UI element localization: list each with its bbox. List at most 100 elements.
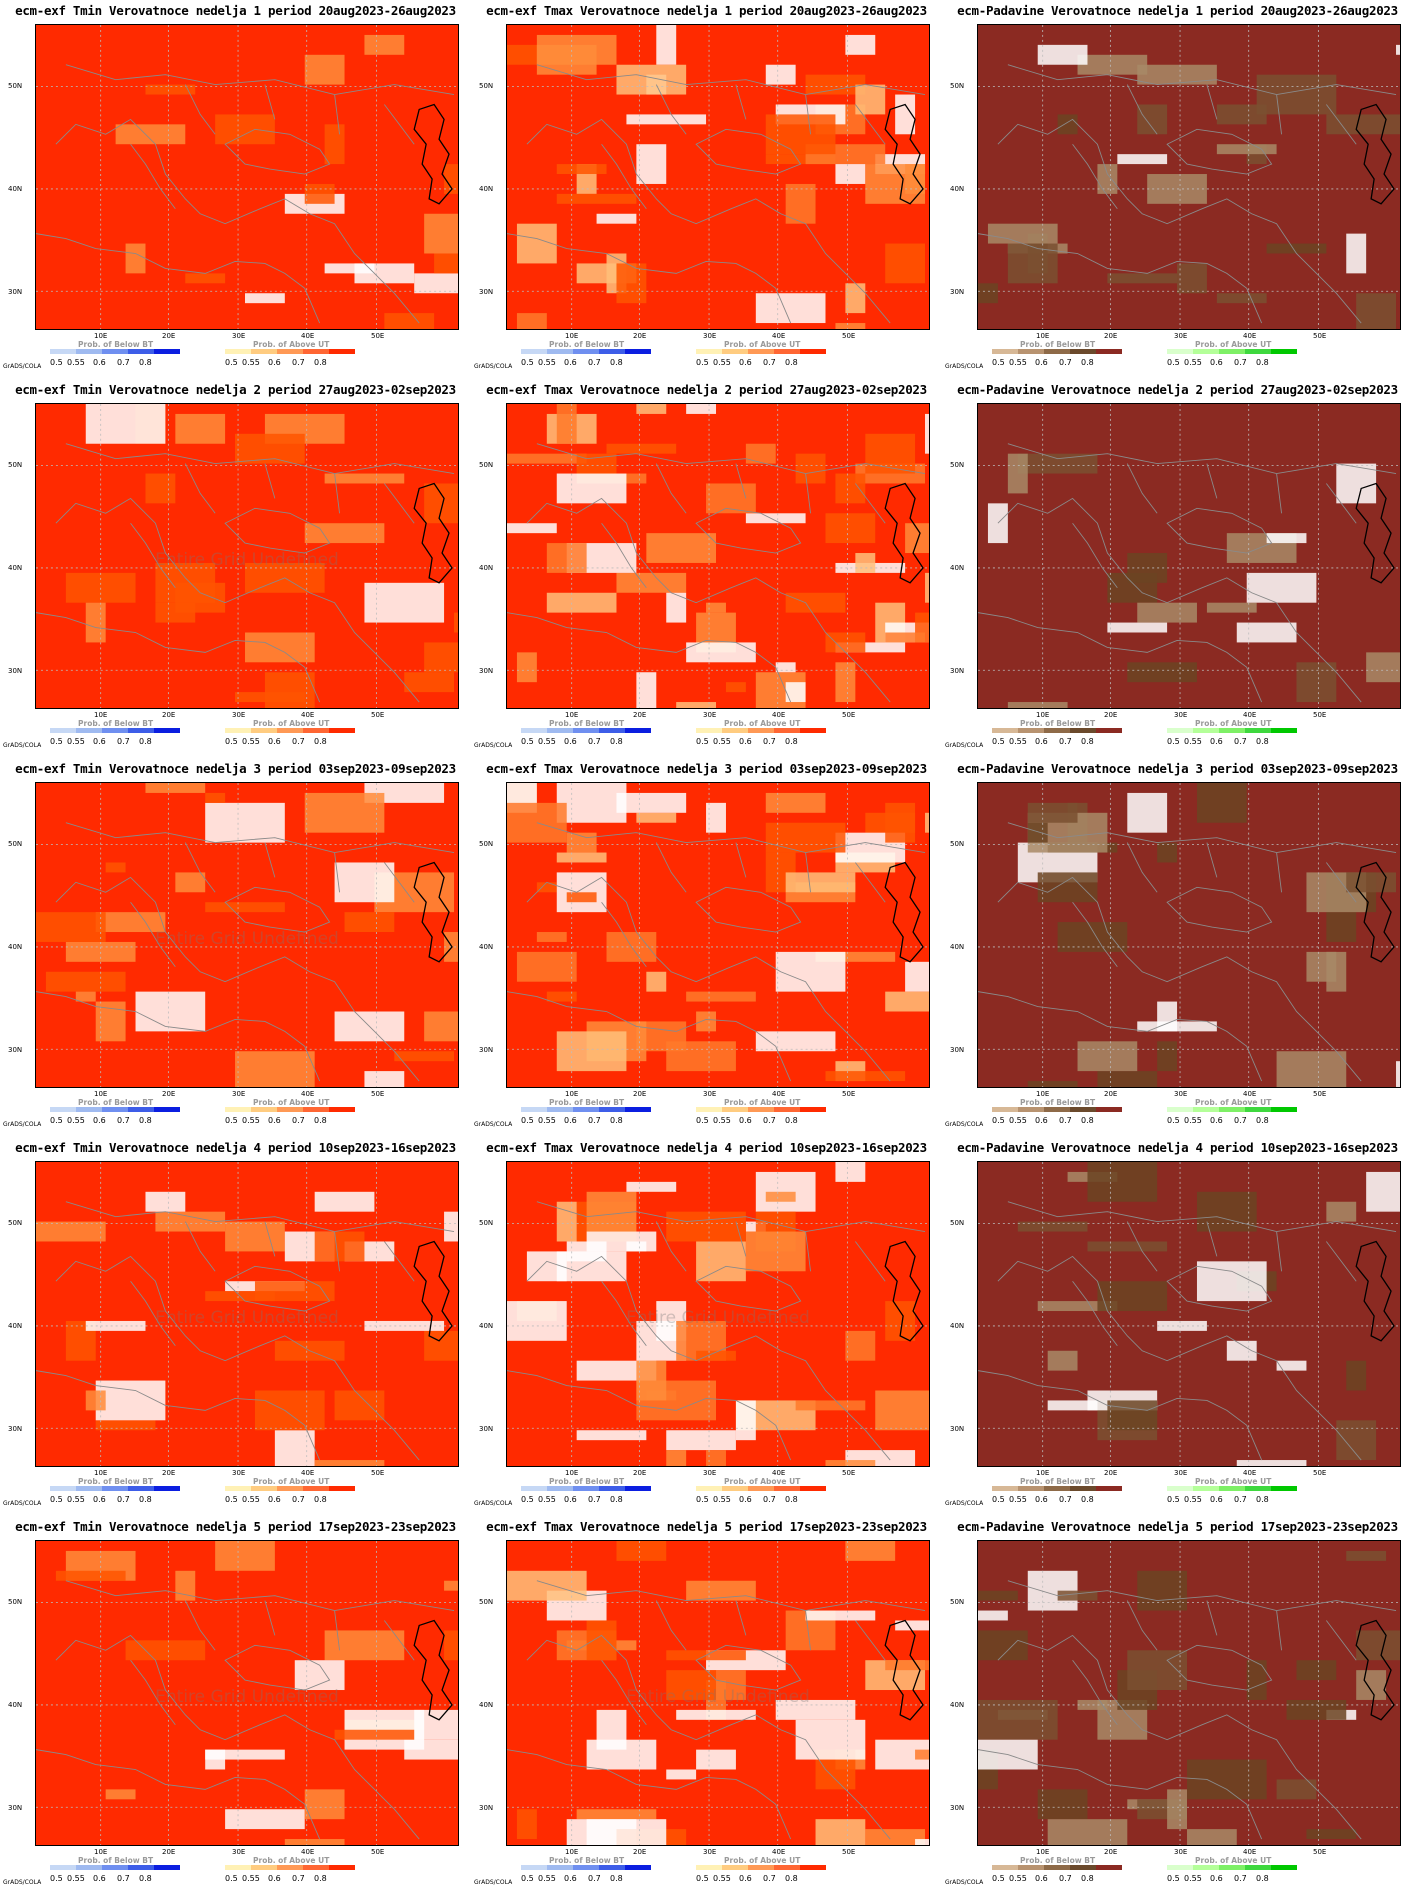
legend-title: Prob. of Above UT — [1195, 1856, 1272, 1865]
legend-swatch — [722, 728, 748, 733]
legend-tick-label: 0.8 — [314, 1874, 327, 1883]
lat-tick-label: 40N — [8, 1701, 23, 1709]
lat-tick-label: 50N — [479, 82, 494, 90]
legend-colorbar — [50, 1486, 180, 1491]
legend-tick-label: 0.7 — [292, 1495, 305, 1504]
legend-tick-label: 0.5 — [696, 1874, 709, 1883]
legend-swatch — [1271, 728, 1297, 733]
legend-tick-label: 0.6 — [564, 1116, 577, 1125]
legend-swatch — [251, 728, 277, 733]
legend-swatch — [625, 349, 651, 354]
legend-tick-label: 0.6 — [1210, 1495, 1223, 1504]
legend-title: Prob. of Above UT — [253, 1856, 330, 1865]
legend-tick-label: 0.6 — [268, 737, 281, 746]
legend-tick-label: 0.5 — [225, 1116, 238, 1125]
probability-map: Entire Grid Undefined — [35, 403, 459, 709]
legend-tick-label: 0.55 — [713, 1116, 731, 1125]
legend-swatch — [1245, 1865, 1271, 1870]
legend-tick-label: 0.5 — [50, 358, 63, 367]
below-legend: Prob. of Below BT 0.5 0.55 0.6 0.7 0.8 — [50, 1098, 180, 1128]
lat-tick-label: 50N — [8, 1598, 23, 1606]
probability-map — [977, 24, 1401, 330]
map-field — [36, 1162, 458, 1466]
legend-tick-label: 0.8 — [1256, 358, 1269, 367]
map-field — [36, 783, 458, 1087]
lon-tick-label: 20E — [1104, 332, 1118, 340]
legend-swatch — [251, 349, 277, 354]
lon-tick-label: 10E — [565, 1469, 579, 1477]
lon-tick-label: 10E — [1036, 1469, 1050, 1477]
lon-tick-label: 30E — [1174, 1090, 1188, 1098]
legend-colorbar — [992, 1486, 1122, 1491]
legend-swatch — [722, 1107, 748, 1112]
lat-tick-label: 30N — [479, 667, 494, 675]
lat-tick-label: 30N — [479, 1046, 494, 1054]
legend-swatch — [154, 349, 180, 354]
legend-swatch — [547, 1865, 573, 1870]
legend-tick-label: 0.55 — [67, 737, 85, 746]
legend-tick-label: 0.8 — [314, 737, 327, 746]
legend-swatch — [1167, 1486, 1193, 1491]
legend-swatch — [573, 349, 599, 354]
legend-swatch — [102, 728, 128, 733]
lat-tick-label: 30N — [950, 288, 965, 296]
probability-map — [977, 1161, 1401, 1467]
lon-tick-label: 10E — [1036, 711, 1050, 719]
lat-tick-label: 30N — [479, 288, 494, 296]
legend-tick-label: 0.8 — [610, 358, 623, 367]
lat-tick-label: 30N — [8, 1046, 23, 1054]
lon-tick-label: 50E — [1313, 1848, 1327, 1856]
grads-credit: GrADS/COLA — [3, 363, 42, 370]
probability-map: Entire Grid Undefined — [506, 1540, 930, 1846]
grads-credit: GrADS/COLA — [474, 1121, 513, 1128]
legend-swatch — [1245, 1486, 1271, 1491]
map-field — [507, 404, 929, 708]
legend-tick-label: 0.7 — [1059, 1495, 1072, 1504]
legend-tick-label: 0.8 — [314, 358, 327, 367]
legend-swatch — [50, 1107, 76, 1112]
legend-tick-label: 0.8 — [610, 737, 623, 746]
lon-tick-label: 10E — [1036, 1090, 1050, 1098]
legend-swatch — [1219, 728, 1245, 733]
below-legend: Prob. of Below BT 0.5 0.55 0.6 0.7 0.8 — [992, 340, 1122, 370]
legend-colorbar — [50, 1865, 180, 1870]
legend-tick-label: 0.7 — [1234, 358, 1247, 367]
legend-tick-label: 0.55 — [242, 737, 260, 746]
legend-tick-label: 0.6 — [268, 358, 281, 367]
legend-swatch — [521, 728, 547, 733]
lon-tick-label: 50E — [371, 1469, 385, 1477]
legend-colorbar — [1167, 1107, 1297, 1112]
legend-tick-label: 0.5 — [1167, 1495, 1180, 1504]
lat-tick-label: 40N — [479, 943, 494, 951]
lat-tick-label: 50N — [950, 461, 965, 469]
legend-swatch — [1044, 1865, 1070, 1870]
legend-swatch — [102, 1865, 128, 1870]
legend-tick-label: 0.8 — [785, 1116, 798, 1125]
map-field — [507, 1162, 929, 1466]
legend-tick-label: 0.5 — [225, 1874, 238, 1883]
legend-title: Prob. of Above UT — [1195, 1477, 1272, 1486]
legend-swatch — [1193, 1486, 1219, 1491]
legend-swatch — [128, 1107, 154, 1112]
legend-swatch — [800, 349, 826, 354]
legend-swatch — [251, 1865, 277, 1870]
legend-swatch — [1193, 728, 1219, 733]
lat-tick-label: 50N — [8, 840, 23, 848]
legend-swatch — [774, 728, 800, 733]
lon-tick-label: 50E — [371, 1090, 385, 1098]
below-legend: Prob. of Below BT 0.5 0.55 0.6 0.7 0.8 — [521, 340, 651, 370]
legend-swatch — [1096, 728, 1122, 733]
legend-colorbar — [50, 349, 180, 354]
lon-tick-label: 30E — [703, 711, 717, 719]
panel-title: ecm-exf Tmax Verovatnoce nedelja 3 perio… — [486, 761, 927, 776]
legend-tick-label: 0.7 — [117, 1874, 130, 1883]
lon-tick-label: 40E — [301, 1090, 315, 1098]
lon-tick-label: 50E — [1313, 332, 1327, 340]
legend-colorbar — [521, 1865, 651, 1870]
lon-tick-label: 30E — [232, 1090, 246, 1098]
map-panel: ecm-exf Tmin Verovatnoce nedelja 4 perio… — [0, 1137, 471, 1516]
legend-swatch — [599, 349, 625, 354]
legend-tick-label: 0.5 — [696, 358, 709, 367]
above-legend: Prob. of Above UT 0.5 0.55 0.6 0.7 0.8 — [1167, 719, 1297, 749]
